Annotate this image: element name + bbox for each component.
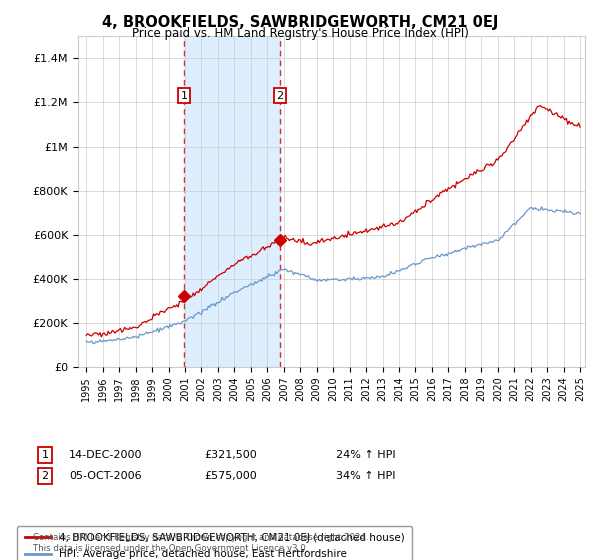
Text: 14-DEC-2000: 14-DEC-2000 — [69, 450, 143, 460]
Text: 1: 1 — [41, 450, 49, 460]
Text: 34% ↑ HPI: 34% ↑ HPI — [336, 471, 395, 481]
Text: Contains HM Land Registry data © Crown copyright and database right 2024.
This d: Contains HM Land Registry data © Crown c… — [33, 533, 368, 553]
Text: 1: 1 — [181, 91, 188, 101]
Text: 05-OCT-2006: 05-OCT-2006 — [69, 471, 142, 481]
Text: 2: 2 — [276, 91, 283, 101]
Text: 2: 2 — [41, 471, 49, 481]
Text: 24% ↑ HPI: 24% ↑ HPI — [336, 450, 395, 460]
Text: £321,500: £321,500 — [204, 450, 257, 460]
Text: £575,000: £575,000 — [204, 471, 257, 481]
Text: Price paid vs. HM Land Registry's House Price Index (HPI): Price paid vs. HM Land Registry's House … — [131, 27, 469, 40]
Text: 4, BROOKFIELDS, SAWBRIDGEWORTH, CM21 0EJ: 4, BROOKFIELDS, SAWBRIDGEWORTH, CM21 0EJ — [102, 15, 498, 30]
Bar — [184, 36, 280, 367]
Legend: 4, BROOKFIELDS, SAWBRIDGEWORTH, CM21 0EJ (detached house), HPI: Average price, d: 4, BROOKFIELDS, SAWBRIDGEWORTH, CM21 0EJ… — [17, 526, 412, 560]
